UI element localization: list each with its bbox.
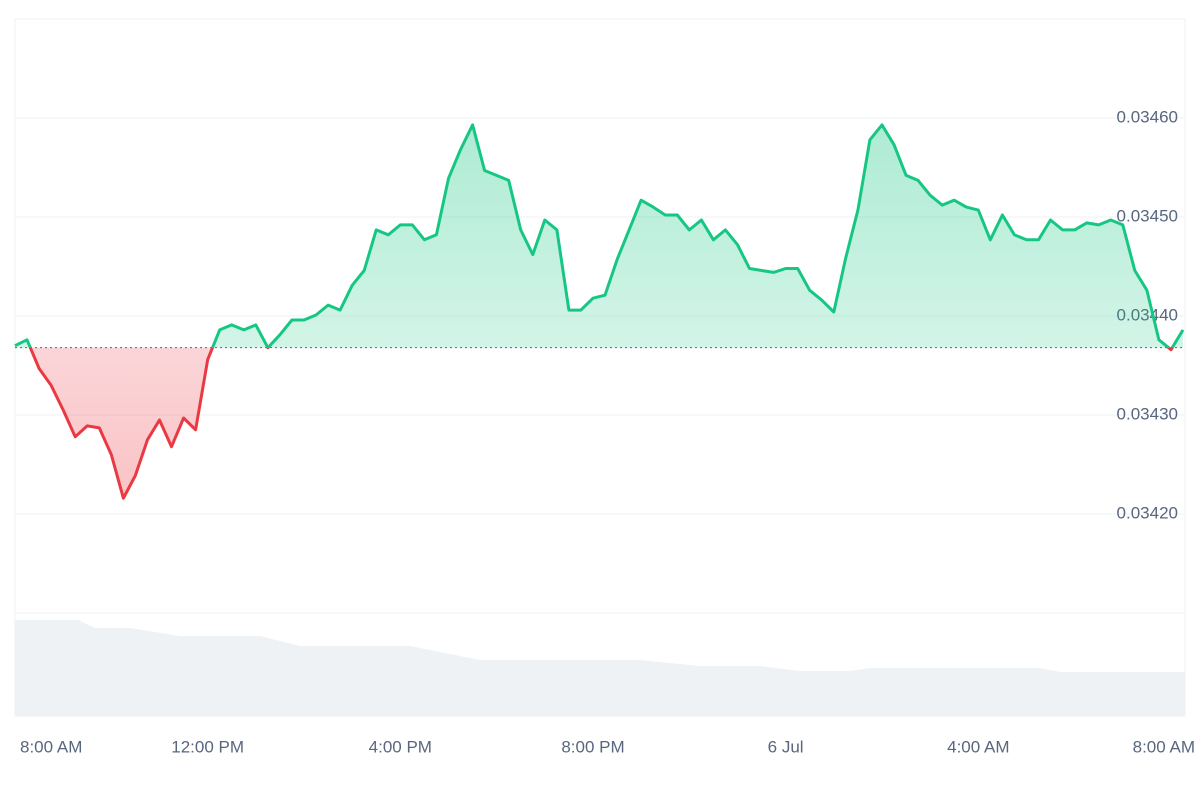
x-tick-label: 12:00 PM xyxy=(171,737,244,756)
x-tick-label: 6 Jul xyxy=(768,737,804,756)
volume-area xyxy=(15,620,1185,716)
price-line-above xyxy=(14,123,1185,348)
y-tick-label: 0.03420 xyxy=(1117,503,1178,522)
x-tick-label: 8:00 AM xyxy=(20,737,82,756)
area-above xyxy=(15,124,1183,348)
area-below xyxy=(15,347,1183,499)
y-tick-label: 0.03450 xyxy=(1117,206,1178,225)
x-tick-label: 4:00 PM xyxy=(369,737,432,756)
x-tick-label: 8:00 AM xyxy=(1133,737,1195,756)
y-tick-label: 0.03460 xyxy=(1117,107,1178,126)
y-tick-label: 0.03430 xyxy=(1117,404,1178,423)
x-tick-label: 4:00 AM xyxy=(947,737,1009,756)
price-line-below xyxy=(28,347,1174,500)
x-tick-label: 8:00 PM xyxy=(561,737,624,756)
